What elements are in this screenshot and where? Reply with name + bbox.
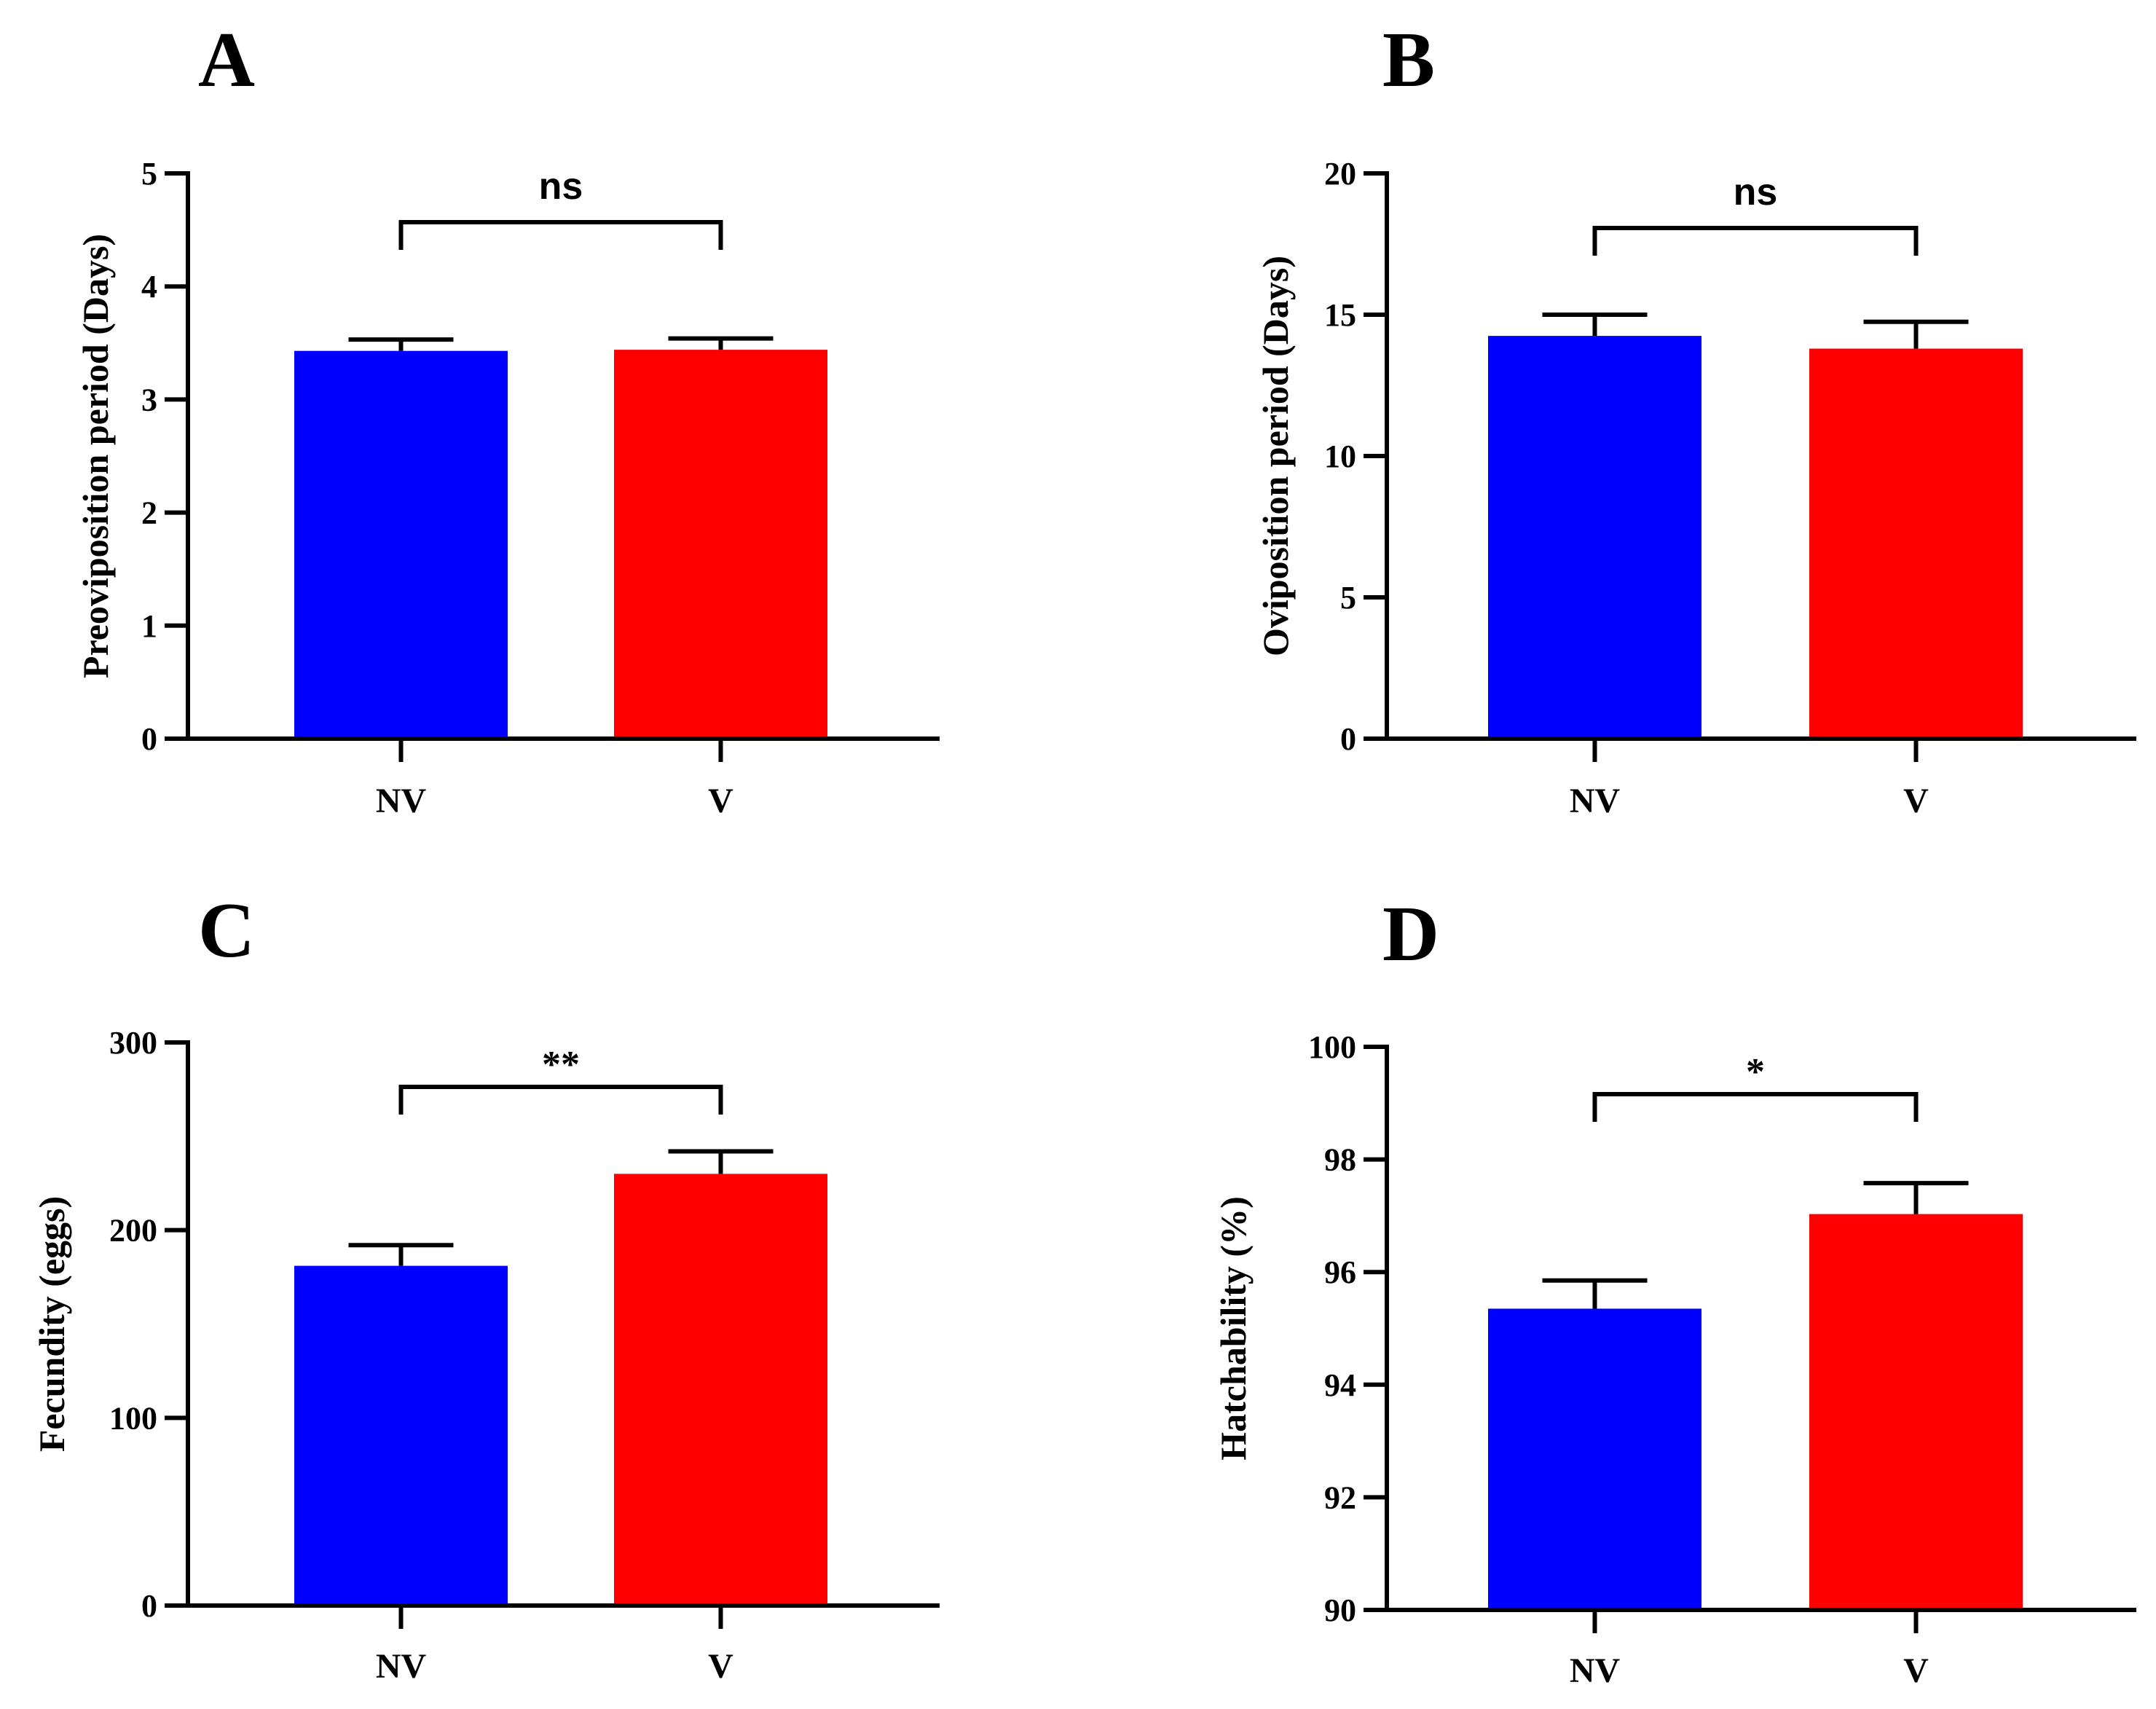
y-tick-label-a: 1 xyxy=(141,608,157,644)
y-tick-label-c: 300 xyxy=(109,1025,157,1061)
y-axis-title-b: Oviposition period (Days) xyxy=(1255,256,1296,656)
x-category-label-a-v: V xyxy=(708,782,733,820)
y-tick-label-d: 100 xyxy=(1308,1029,1356,1065)
y-tick-label-d: 90 xyxy=(1324,1592,1356,1628)
y-tick-label-a: 5 xyxy=(141,156,157,192)
bar-b-v xyxy=(1809,348,2023,739)
x-category-label-b-v: V xyxy=(1903,782,1929,820)
y-tick-label-a: 3 xyxy=(141,382,157,417)
panel-letter-d: D xyxy=(1382,891,1439,978)
significance-bracket-a xyxy=(398,220,723,250)
y-axis-title-a: Preoviposition period (Days) xyxy=(75,234,116,678)
bar-c-v xyxy=(614,1174,827,1606)
bar-b-nv xyxy=(1488,336,1701,739)
y-tick-label-c: 200 xyxy=(109,1213,157,1249)
x-category-label-d-nv: NV xyxy=(1570,1651,1621,1690)
x-category-label-b-nv: NV xyxy=(1570,782,1621,820)
y-axis-title-c: Fecundity (eggs) xyxy=(31,1196,72,1452)
significance-bracket-d xyxy=(1592,1092,1919,1122)
significance-bracket-c xyxy=(398,1085,723,1115)
significance-label-c: ** xyxy=(542,1044,580,1085)
y-tick-label-d: 94 xyxy=(1324,1367,1356,1403)
x-category-label-c-nv: NV xyxy=(376,1647,427,1686)
y-tick-label-c: 0 xyxy=(141,1588,157,1624)
y-tick-label-d: 96 xyxy=(1324,1254,1356,1290)
y-tick-label-d: 92 xyxy=(1324,1480,1356,1515)
y-tick-label-b: 15 xyxy=(1324,297,1356,333)
y-tick-label-b: 10 xyxy=(1324,439,1356,474)
bar-a-nv xyxy=(294,350,508,739)
bar-a-v xyxy=(614,350,827,739)
significance-label-a: ns xyxy=(539,165,583,208)
y-tick-label-c: 100 xyxy=(109,1400,157,1436)
x-category-label-d-v: V xyxy=(1903,1651,1929,1690)
significance-bracket-b xyxy=(1592,226,1919,256)
y-tick-label-b: 20 xyxy=(1324,156,1356,192)
y-axis-title-d: Hatchability (%) xyxy=(1213,1196,1254,1460)
significance-label-d: * xyxy=(1746,1051,1765,1093)
significance-label-b: ns xyxy=(1734,171,1778,213)
x-category-label-a-nv: NV xyxy=(376,782,427,820)
panel-letter-c: C xyxy=(198,887,255,974)
panel-letter-a: A xyxy=(198,17,255,103)
bar-d-v xyxy=(1809,1214,2023,1610)
y-tick-label-a: 4 xyxy=(141,269,157,305)
y-tick-label-b: 5 xyxy=(1340,580,1356,616)
y-tick-label-a: 0 xyxy=(141,721,157,757)
x-category-label-c-v: V xyxy=(708,1647,733,1686)
y-tick-label-a: 2 xyxy=(141,495,157,531)
y-tick-label-b: 0 xyxy=(1340,721,1356,757)
bar-c-nv xyxy=(294,1265,508,1606)
y-tick-label-d: 98 xyxy=(1324,1142,1356,1178)
bar-d-nv xyxy=(1488,1308,1701,1610)
panel-letter-b: B xyxy=(1382,17,1435,103)
